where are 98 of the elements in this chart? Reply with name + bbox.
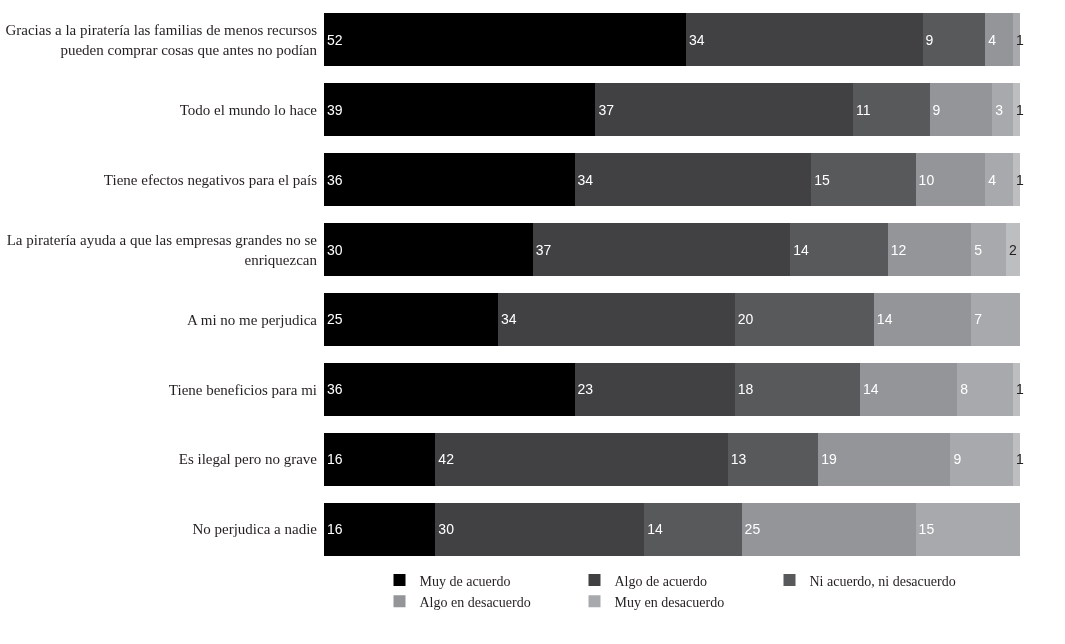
data-label: 23 — [577, 381, 594, 398]
data-label: 4 — [988, 31, 997, 48]
bar — [595, 83, 853, 137]
bar — [957, 362, 1014, 416]
bar — [435, 432, 728, 486]
y-tick-label: Gracias a la piratería las familias de menos recursos pueden comprar cosas que antes no podían — [5, 22, 318, 58]
data-label: 16 — [327, 451, 343, 468]
legend-label: Muy de acuerdo — [419, 573, 511, 589]
data-label: 1 — [1016, 101, 1025, 118]
y-tick-label: Es ilegal pero no grave — [178, 451, 318, 468]
data-label: 9 — [932, 101, 941, 118]
data-label: 1 — [1016, 451, 1025, 468]
bar — [971, 223, 1007, 277]
data-label: 2 — [1009, 241, 1018, 258]
legend-label: Algo de acuerdo — [614, 573, 708, 589]
bar — [985, 13, 1014, 67]
bar — [950, 432, 1014, 486]
data-label: 1 — [1016, 171, 1025, 188]
bar — [734, 362, 860, 416]
bar — [1006, 223, 1020, 277]
bar — [790, 223, 888, 277]
y-tick-label: A mi no me perjudica — [187, 311, 318, 328]
bar — [727, 432, 819, 486]
data-label: 30 — [327, 241, 343, 258]
data-label: 14 — [647, 521, 663, 538]
bar — [887, 223, 972, 277]
bar — [324, 362, 575, 416]
data-label: 14 — [862, 381, 879, 398]
legend-label: Ni acuerdo, ni desacuerdo — [809, 573, 956, 589]
bar — [922, 13, 986, 67]
data-label: 16 — [327, 521, 343, 538]
data-label: 25 — [327, 311, 343, 328]
bar — [811, 153, 916, 207]
y-tick-label: Tiene efectos negativos para el país — [103, 171, 318, 188]
bar — [992, 83, 1014, 137]
bar — [685, 13, 923, 67]
bar — [324, 83, 596, 137]
data-label: 52 — [327, 31, 343, 48]
data-label: 25 — [744, 521, 761, 538]
data-label: 14 — [793, 241, 810, 258]
bar — [574, 362, 735, 416]
bar — [574, 153, 812, 207]
data-label: 15 — [918, 521, 935, 538]
bar — [734, 292, 874, 346]
bar — [324, 13, 686, 67]
bar — [915, 153, 986, 207]
bar — [324, 502, 436, 556]
bar — [435, 502, 645, 556]
data-label: 11 — [855, 101, 871, 118]
data-label: 8 — [960, 381, 969, 398]
y-tick-label: Tiene beneficios para mi — [168, 381, 317, 398]
legend-label: Algo en desacuerdo — [419, 594, 531, 610]
data-label: 9 — [953, 451, 962, 468]
data-label: 36 — [327, 171, 343, 188]
bar — [859, 362, 958, 416]
data-label: 37 — [535, 241, 552, 258]
data-label: 18 — [737, 381, 754, 398]
bar — [852, 83, 930, 137]
data-label: 1 — [1016, 381, 1025, 398]
bar — [324, 223, 533, 277]
data-label: 10 — [918, 171, 935, 188]
data-label: 37 — [598, 101, 615, 118]
data-label: 19 — [821, 451, 837, 468]
bar — [532, 223, 791, 277]
legend-label: Muy en desacuerdo — [614, 594, 725, 610]
bar — [324, 292, 498, 346]
bar — [498, 292, 735, 346]
bar — [915, 502, 1020, 556]
data-label: 34 — [688, 31, 705, 48]
bar — [741, 502, 916, 556]
bar — [818, 432, 951, 486]
data-label: 13 — [730, 451, 747, 468]
data-label: 9 — [925, 31, 934, 48]
data-label: 14 — [876, 311, 893, 328]
bar — [324, 153, 575, 207]
bar — [324, 432, 436, 486]
data-label: 1 — [1016, 31, 1025, 48]
bar — [873, 292, 972, 346]
y-tick-label: La piratería ayuda a que las empresas grandes no se enriquezcan — [6, 232, 318, 268]
bar — [929, 83, 993, 137]
data-label: 15 — [814, 171, 830, 188]
bar — [971, 292, 1020, 346]
bar — [985, 153, 1014, 207]
y-tick-label: No perjudica a nadie — [192, 521, 318, 538]
data-label: 30 — [438, 521, 455, 538]
data-label: 7 — [974, 311, 983, 328]
y-tick-label: Todo el mundo lo hace — [179, 102, 318, 119]
data-label: 4 — [988, 171, 997, 188]
data-label: 42 — [438, 451, 455, 468]
data-label: 12 — [890, 241, 907, 258]
data-label: 34 — [501, 311, 517, 328]
data-label: 36 — [327, 381, 343, 398]
data-label: 3 — [995, 101, 1004, 118]
data-label: 39 — [327, 101, 343, 118]
data-label: 5 — [974, 241, 983, 258]
data-label: 20 — [737, 311, 754, 328]
data-label: 34 — [577, 171, 594, 188]
bar — [644, 502, 742, 556]
